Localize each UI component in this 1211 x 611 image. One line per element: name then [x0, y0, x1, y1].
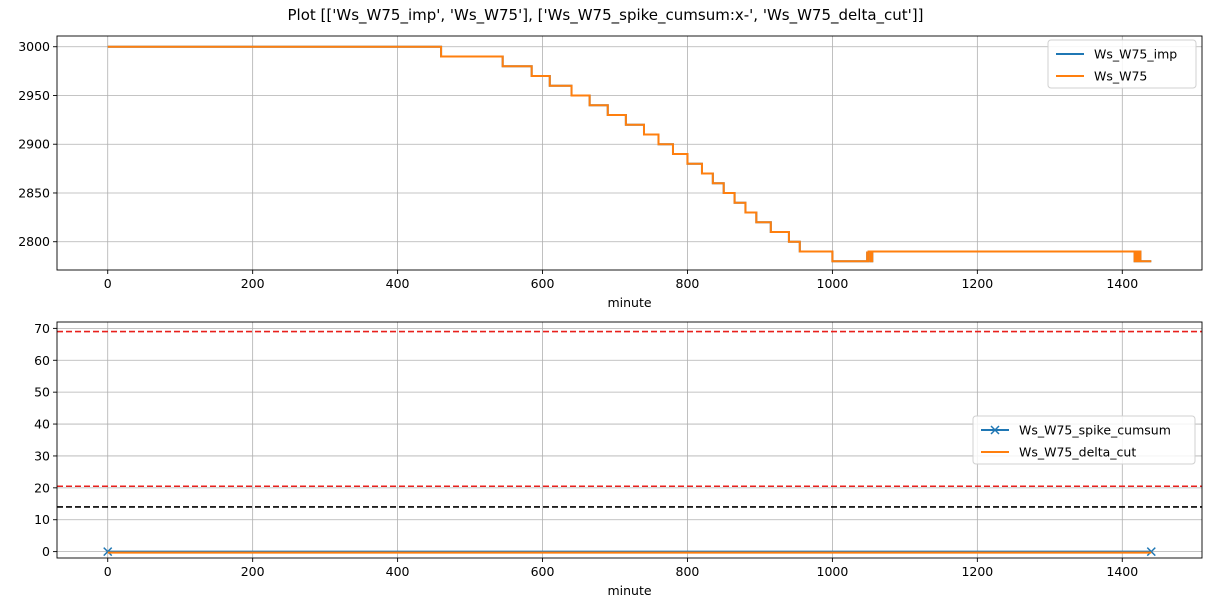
legend-box: [972, 415, 1196, 465]
legend: Ws_W75_spike_cumsum Ws_W75_delta_cut: [972, 415, 1196, 465]
legend-label: Ws_W75_delta_cut: [1019, 445, 1136, 460]
y-tick-label: 2900: [18, 137, 50, 152]
x-tick-label: 0: [104, 276, 112, 291]
x-tick-label: 1000: [817, 276, 849, 291]
y-tick-label: 20: [34, 480, 50, 495]
subplot-2: 0 200 400 600 800 1000 1200 1400 0 10 20 30 40 50 60 70…: [34, 321, 1203, 598]
y-tick-label: 2800: [18, 234, 50, 249]
y-tick-label: 50: [34, 385, 50, 400]
x-tick-label: 1200: [961, 564, 993, 579]
x-axis-label: minute: [607, 583, 651, 598]
y-tick-label: 3000: [18, 39, 50, 54]
x-tick-label: 1000: [817, 564, 849, 579]
y-tick-label: 10: [34, 512, 50, 527]
x-tick-label: 400: [386, 564, 410, 579]
x-tick-label: 400: [386, 276, 410, 291]
y-tick-label: 30: [34, 448, 50, 463]
x-tick-label: 1400: [1106, 564, 1138, 579]
series-group: [107, 45, 1152, 263]
legend-box: [1047, 39, 1197, 89]
y-tick-label: 70: [34, 321, 50, 336]
x-axis-label: minute: [607, 295, 651, 310]
series-line-Ws_W75_imp: [107, 45, 1152, 263]
series-marker: [103, 547, 113, 557]
y-tick-label: 2950: [18, 88, 50, 103]
x-tick-label: 800: [676, 564, 700, 579]
x-tick-label: 1200: [961, 276, 993, 291]
series-line-Ws_W75: [107, 45, 1152, 263]
x-tick-label: 600: [531, 564, 555, 579]
x-tick-label: 1400: [1106, 276, 1138, 291]
axes-frame: [56, 321, 1203, 559]
figure-title: Plot [['Ws_W75_imp', 'Ws_W75'], ['Ws_W75…: [287, 6, 924, 24]
x-tick-label: 800: [676, 276, 700, 291]
series-group: [103, 547, 1156, 557]
y-tick-label: 2850: [18, 185, 50, 200]
axes-frame: [56, 35, 1203, 271]
subplot-1: 0 200 400 600 800 1000 1200 1400 2800 2850 2900 295…: [18, 35, 1203, 310]
series-marker: [1146, 547, 1156, 557]
legend-label: Ws_W75_imp: [1094, 47, 1177, 62]
y-tick-label: 0: [42, 544, 50, 559]
legend-marker: [990, 425, 1000, 435]
legend: Ws_W75_imp Ws_W75: [1047, 39, 1197, 89]
x-tick-label: 200: [241, 564, 265, 579]
y-tick-label: 40: [34, 417, 50, 432]
y-tick-label: 60: [34, 353, 50, 368]
legend-label: Ws_W75: [1094, 69, 1147, 84]
x-tick-label: 200: [241, 276, 265, 291]
x-tick-label: 0: [104, 564, 112, 579]
x-tick-label: 600: [531, 276, 555, 291]
legend-label: Ws_W75_spike_cumsum: [1019, 423, 1171, 438]
